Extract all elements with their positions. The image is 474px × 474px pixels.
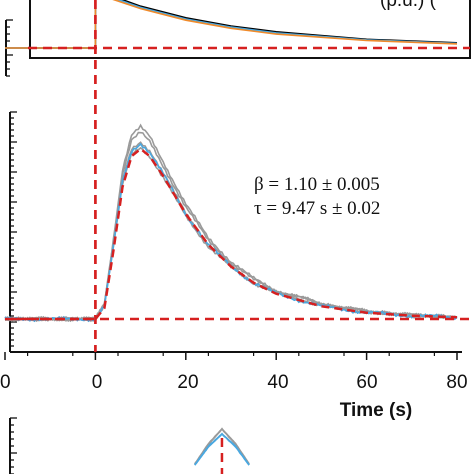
top-panel: [5, 0, 471, 352]
x-axis-title: Time (s): [340, 400, 413, 421]
mean-trace: [4, 142, 458, 323]
top-plot-frame: [29, 0, 471, 59]
x-tick-label: 80: [446, 372, 467, 393]
top-panel-title-fragment: (p.u.) (: [380, 0, 437, 11]
mean-trace: [194, 432, 250, 466]
tau-annotation: τ = 9.47 s ± 0.02: [254, 198, 380, 219]
bottom-panel: [9, 417, 250, 474]
top-decay-line: [5, 0, 458, 49]
gray-replicate-trace: [4, 131, 458, 323]
gray-replicate-trace: [4, 141, 458, 323]
x-tick-label: 20: [0, 372, 11, 393]
x-tick-label: 20: [177, 372, 198, 393]
x-tick-label: 0: [92, 372, 103, 393]
x-tick-label: 60: [356, 372, 377, 393]
fit-curve: [5, 147, 458, 321]
x-tick-label: 40: [267, 372, 288, 393]
middle-panel: [4, 0, 470, 360]
beta-annotation: β = 1.10 ± 0.005: [254, 174, 380, 195]
gray-replicate-trace: [4, 146, 458, 323]
gray-replicate-trace: [4, 123, 458, 323]
